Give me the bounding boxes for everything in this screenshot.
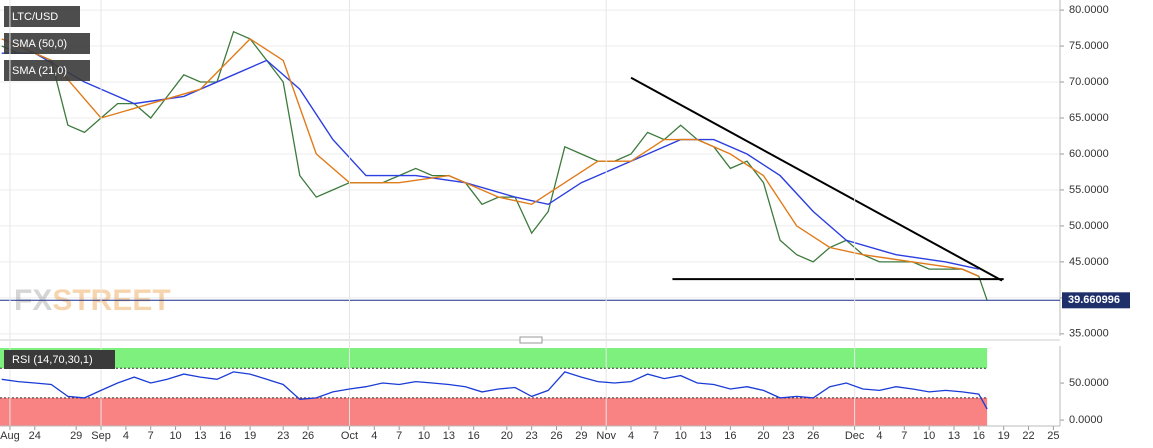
x-tick-label: 10 <box>418 430 430 442</box>
x-tick-label: 23 <box>782 430 794 442</box>
x-tick-label: 16 <box>468 430 480 442</box>
x-tick-label: 13 <box>699 430 711 442</box>
x-tick-label: 16 <box>724 430 736 442</box>
legend-box <box>4 33 90 54</box>
series-line <box>1 52 979 270</box>
x-tick-label: Dec <box>845 430 865 442</box>
y-tick-label: 0.0000 <box>1069 414 1103 426</box>
x-tick-label: 26 <box>550 430 562 442</box>
x-tick-label: 13 <box>194 430 206 442</box>
oversold-band <box>0 397 988 426</box>
legend-entry: SMA (21,0) <box>12 65 67 77</box>
x-tick-label: 4 <box>123 430 129 442</box>
x-tick-label: 4 <box>371 430 377 442</box>
last-price-box <box>1062 292 1130 309</box>
x-tick-label: 10 <box>675 430 687 442</box>
x-tick-label: 19 <box>998 430 1010 442</box>
x-tick-label: 16 <box>219 430 231 442</box>
x-tick-label: 7 <box>901 430 907 442</box>
x-tick-label: 7 <box>396 430 402 442</box>
x-tick-label: 13 <box>948 430 960 442</box>
x-tick-label: Oct <box>341 430 358 442</box>
x-tick-label: 13 <box>443 430 455 442</box>
trendline <box>630 76 1003 282</box>
y-tick-label: 45.0000 <box>1069 256 1109 268</box>
overbought-band <box>0 348 988 369</box>
y-tick-label: 65.0000 <box>1069 112 1109 124</box>
x-tick-label: 10 <box>923 430 935 442</box>
x-tick-label: 29 <box>575 430 587 442</box>
y-tick-label: 35.0000 <box>1069 328 1109 340</box>
x-tick-label: 20 <box>757 430 769 442</box>
x-tick-label: 23 <box>277 430 289 442</box>
legend-box <box>4 60 90 81</box>
y-tick-label: 70.0000 <box>1069 76 1109 88</box>
x-tick-label: 10 <box>169 430 181 442</box>
x-tick-label: 25 <box>1047 430 1059 442</box>
x-tick-label: Sep <box>91 430 111 442</box>
x-tick-label: 26 <box>807 430 819 442</box>
y-tick-label: 60.0000 <box>1069 148 1109 160</box>
x-tick-label: 16 <box>973 430 985 442</box>
legend-box <box>4 6 80 27</box>
x-tick-label: 4 <box>628 430 634 442</box>
series-line <box>1 38 980 277</box>
x-tick-label: 7 <box>653 430 659 442</box>
divider-handle[interactable] <box>519 336 543 344</box>
x-tick-label: Aug <box>0 430 20 442</box>
x-tick-label: 23 <box>526 430 538 442</box>
x-tick-label: 7 <box>148 430 154 442</box>
indicator-box <box>4 350 115 369</box>
x-tick-label: 20 <box>501 430 513 442</box>
y-tick-label: 55.0000 <box>1069 184 1109 196</box>
y-tick-label: 75.0000 <box>1069 40 1109 52</box>
series-line <box>1 371 988 410</box>
x-tick-label: 29 <box>70 430 82 442</box>
y-tick-label: 50.0000 <box>1069 220 1109 232</box>
x-tick-label: Nov <box>596 430 616 442</box>
legend-entry: SMA (50,0) <box>12 38 67 50</box>
x-tick-label: 24 <box>29 430 41 442</box>
x-tick-label: 22 <box>1022 430 1034 442</box>
y-tick-label: 80.0000 <box>1069 4 1109 16</box>
last-price-label: 39.660996 <box>1068 294 1120 306</box>
x-tick-label: 19 <box>244 430 256 442</box>
indicator-label: RSI (14,70,30,1) <box>12 354 93 366</box>
legend-entry: LTC/USD <box>12 11 58 23</box>
x-tick-label: 4 <box>876 430 882 442</box>
x-tick-label: 26 <box>302 430 314 442</box>
y-tick-label: 50.0000 <box>1069 377 1109 389</box>
